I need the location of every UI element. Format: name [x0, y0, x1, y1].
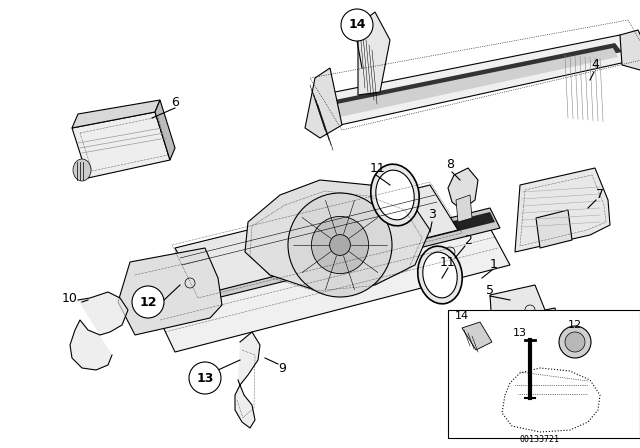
Polygon shape	[515, 168, 610, 252]
Polygon shape	[327, 48, 618, 118]
FancyBboxPatch shape	[448, 310, 640, 438]
Text: 5: 5	[486, 284, 494, 297]
Polygon shape	[358, 12, 390, 95]
Polygon shape	[320, 35, 635, 125]
Text: 11: 11	[440, 255, 456, 268]
Text: 7: 7	[596, 189, 604, 202]
Text: 00133721: 00133721	[520, 435, 560, 444]
Text: 8: 8	[446, 159, 454, 172]
Polygon shape	[155, 228, 510, 352]
Text: 13: 13	[196, 371, 214, 384]
Circle shape	[341, 9, 373, 41]
Polygon shape	[162, 212, 495, 303]
Circle shape	[565, 332, 585, 352]
Polygon shape	[70, 292, 128, 370]
Text: 13: 13	[513, 328, 527, 338]
Polygon shape	[72, 100, 160, 128]
Text: 14: 14	[455, 311, 469, 321]
Polygon shape	[155, 100, 175, 160]
Polygon shape	[490, 285, 558, 342]
Polygon shape	[305, 68, 342, 138]
Circle shape	[559, 326, 591, 358]
Text: 12: 12	[568, 320, 582, 330]
Polygon shape	[235, 332, 260, 428]
Text: 1: 1	[490, 258, 498, 271]
Polygon shape	[325, 43, 622, 112]
Text: 2: 2	[464, 233, 472, 246]
Ellipse shape	[371, 164, 419, 226]
Text: 11: 11	[370, 161, 386, 175]
Text: 4: 4	[591, 59, 599, 72]
Polygon shape	[72, 112, 170, 178]
Circle shape	[312, 216, 369, 274]
Polygon shape	[245, 180, 430, 290]
Text: 14: 14	[348, 18, 365, 31]
Circle shape	[330, 235, 351, 255]
Polygon shape	[175, 185, 458, 295]
Text: 3: 3	[428, 208, 436, 221]
Text: 6: 6	[171, 95, 179, 108]
Polygon shape	[118, 248, 222, 335]
Polygon shape	[536, 210, 572, 248]
Ellipse shape	[73, 159, 91, 181]
Polygon shape	[456, 195, 472, 222]
Text: 10: 10	[62, 292, 78, 305]
Ellipse shape	[376, 170, 414, 220]
Polygon shape	[158, 208, 500, 310]
Circle shape	[288, 193, 392, 297]
Polygon shape	[462, 322, 492, 350]
Polygon shape	[448, 168, 478, 210]
Polygon shape	[620, 30, 640, 70]
Text: 12: 12	[140, 296, 157, 309]
Circle shape	[132, 286, 164, 318]
Ellipse shape	[418, 246, 462, 304]
Ellipse shape	[423, 252, 457, 298]
Circle shape	[189, 362, 221, 394]
Text: 9: 9	[278, 362, 286, 375]
